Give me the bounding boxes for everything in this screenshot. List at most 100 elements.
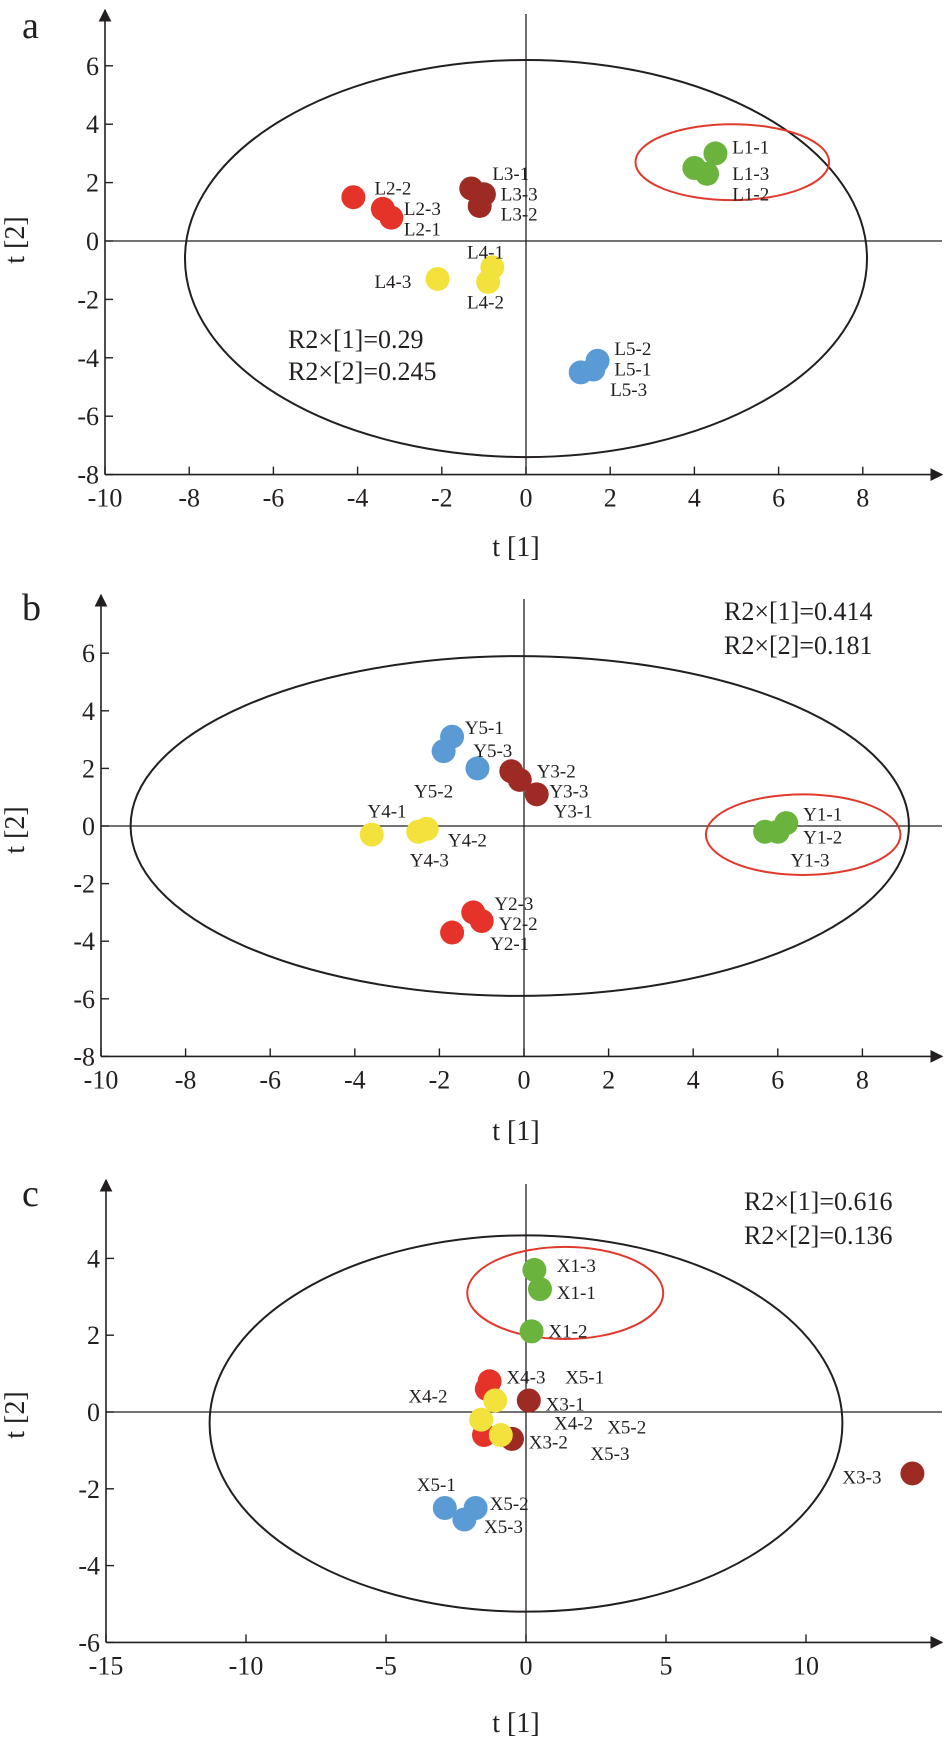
- point-label: L1-2: [732, 184, 769, 205]
- x-tick-label: -2: [431, 484, 453, 513]
- y-tick-label: -6: [78, 1628, 100, 1657]
- x-tick-label: -10: [229, 1651, 264, 1680]
- point-label: Y3-2: [537, 761, 576, 782]
- r2x-component-2: R2×[2]=0.245: [288, 357, 436, 386]
- data-point-red: [379, 205, 404, 230]
- highlight-ellipse: [466, 1245, 665, 1341]
- r2x-component-1: R2×[1]=0.616: [744, 1187, 892, 1216]
- point-label: Y1-3: [790, 851, 829, 872]
- y-tick-label: -4: [77, 344, 99, 373]
- panel-letter: c: [22, 1173, 39, 1215]
- data-point-red: [440, 920, 465, 945]
- y-tick-label: 0: [86, 227, 99, 256]
- data-point-darkred: [524, 782, 549, 807]
- panel-letter: a: [22, 5, 39, 47]
- point-label: Y3-3: [549, 781, 588, 802]
- y-tick-label: 4: [86, 110, 99, 139]
- x-tick-label: -15: [89, 1651, 124, 1680]
- x-tick-label: -8: [175, 1065, 197, 1094]
- data-point-darkred: [507, 767, 532, 792]
- y-tick-label: -2: [78, 1475, 100, 1504]
- point-label: Y5-1: [465, 718, 504, 739]
- data-point-darkred: [900, 1461, 925, 1486]
- y-tick-label: -2: [73, 870, 95, 899]
- data-point-red: [469, 909, 494, 934]
- x-tick-label: -8: [178, 484, 200, 513]
- data-point-blue: [431, 739, 456, 764]
- y-tick-label: 2: [87, 1321, 100, 1350]
- point-label: Y5-3: [473, 741, 512, 762]
- data-point-blue: [568, 360, 593, 385]
- point-label: L2-3: [404, 199, 441, 220]
- point-label: L5-1: [614, 359, 651, 380]
- x-tick-label: 0: [518, 1065, 531, 1094]
- x-tick-label: 0: [520, 1651, 533, 1680]
- point-label: X5-1: [417, 1475, 456, 1496]
- point-label: L3-1: [492, 164, 529, 185]
- point-label: X1-3: [557, 1256, 596, 1277]
- y-tick-label: 2: [82, 754, 95, 783]
- point-label: X3-3: [842, 1467, 881, 1488]
- data-point-yellow: [425, 266, 450, 291]
- x-tick-label: -10: [84, 1065, 119, 1094]
- x-tick-label: 10: [793, 1651, 819, 1680]
- y-tick-label: 6: [86, 52, 99, 81]
- y-axis-title: t [2]: [0, 806, 31, 853]
- point-label: L1-3: [732, 164, 769, 185]
- point-label: L4-2: [467, 292, 504, 313]
- r2x-component-2: R2×[2]=0.136: [744, 1221, 892, 1250]
- point-label: X3-1: [546, 1394, 585, 1415]
- x-tick-label: -6: [263, 484, 285, 513]
- data-point-blue: [452, 1507, 477, 1532]
- point-label: Y1-1: [803, 804, 842, 825]
- point-label: X1-2: [548, 1321, 587, 1342]
- x-tick-label: 6: [771, 1065, 784, 1094]
- point-label: Y2-1: [490, 934, 529, 955]
- data-point-yellow: [359, 822, 384, 847]
- y-axis-title: t [2]: [0, 1391, 31, 1438]
- x-tick-label: 0: [520, 484, 533, 513]
- point-label: X1-1: [557, 1283, 596, 1304]
- data-point-green: [519, 1319, 544, 1344]
- point-label: Y2-3: [494, 894, 533, 915]
- data-point-yellow: [414, 816, 439, 841]
- point-label: L2-2: [374, 178, 411, 199]
- data-point-yellow: [483, 1388, 508, 1413]
- point-label: X4-2: [408, 1387, 447, 1408]
- panel-letter: b: [22, 587, 41, 629]
- point-label: L4-3: [374, 272, 411, 293]
- x-tick-label: -2: [429, 1065, 451, 1094]
- x-axis-title: t [1]: [492, 1116, 539, 1147]
- data-point-blue: [465, 756, 490, 781]
- data-point-green: [765, 819, 790, 844]
- data-point-red: [341, 185, 366, 210]
- point-label: Y5-2: [414, 781, 453, 802]
- x-tick-label: -4: [344, 1065, 366, 1094]
- x-tick-label: 8: [856, 1065, 869, 1094]
- y-tick-label: 6: [82, 639, 95, 668]
- x-tick-label: 2: [604, 484, 617, 513]
- panel-c: c -15 -10 -5 0 5 10 -6 -4 -2 0 2 4 t [1] t [2] X1-3 X1-1…: [0, 1173, 944, 1739]
- x-tick-label: -5: [375, 1651, 397, 1680]
- x-axis-title: t [1]: [492, 1708, 539, 1739]
- r2x-component-2: R2×[2]=0.181: [724, 631, 872, 660]
- point-label: X5-1: [565, 1367, 604, 1388]
- confidence-ellipse: [183, 58, 869, 459]
- y-tick-label: 0: [82, 812, 95, 841]
- y-tick-label: -2: [77, 285, 99, 314]
- point-label: L3-2: [501, 205, 538, 226]
- y-tick-label: -8: [77, 461, 99, 490]
- data-point-darkred: [516, 1388, 541, 1413]
- y-tick-label: 0: [87, 1398, 100, 1427]
- point-label: L4-1: [467, 243, 504, 264]
- data-point-yellow: [488, 1423, 513, 1448]
- data-point-green: [703, 141, 728, 166]
- point-label: L3-3: [501, 184, 538, 205]
- point-label: L5-3: [610, 380, 647, 401]
- x-tick-label: 4: [687, 1065, 700, 1094]
- point-label: Y4-3: [410, 851, 449, 872]
- point-label: X5-3: [484, 1517, 523, 1538]
- x-tick-label: -10: [88, 484, 123, 513]
